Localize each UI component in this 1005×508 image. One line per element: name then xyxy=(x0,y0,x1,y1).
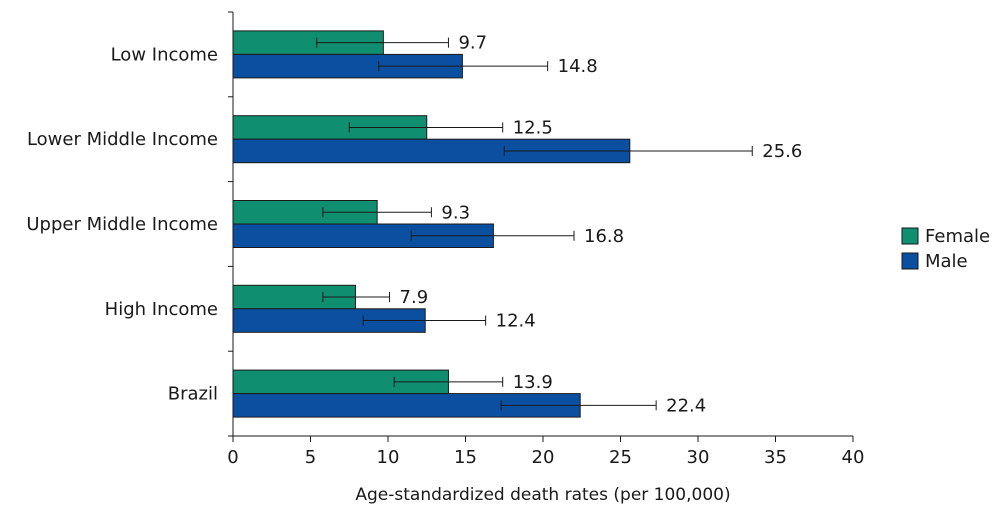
x-tick-label-6: 30 xyxy=(687,447,710,468)
category-label-0: Low Income xyxy=(111,44,218,65)
legend-swatch-male xyxy=(901,252,919,270)
x-tick-label-8: 40 xyxy=(842,447,865,468)
x-tick-label-3: 15 xyxy=(454,447,477,468)
x-tick-label-0: 0 xyxy=(227,447,238,468)
bars-layer xyxy=(232,30,631,418)
x-tick-label-2: 10 xyxy=(377,447,400,468)
legend: Female Male xyxy=(901,226,990,272)
value-label-female-3: 7.9 xyxy=(400,287,429,308)
value-label-male-2: 16.8 xyxy=(584,226,624,247)
x-tick-label-5: 25 xyxy=(609,447,632,468)
category-label-1: Lower Middle Income xyxy=(27,129,218,150)
x-axis-title: Age-standardized death rates (per 100,00… xyxy=(355,485,730,505)
value-label-female-2: 9.3 xyxy=(441,202,470,223)
axes-layer: Low Income Lower Middle Income Upper Middl… xyxy=(26,11,865,468)
x-tick-label-1: 5 xyxy=(305,447,316,468)
value-label-female-4: 13.9 xyxy=(513,372,553,393)
value-labels-layer: 9.7 14.8 12.5 25.6 9.3 16.8 7.9 12.4 13.9 22.4 xyxy=(400,33,803,417)
category-label-4: Brazil xyxy=(168,384,218,405)
value-label-male-1: 25.6 xyxy=(762,141,802,162)
value-label-male-0: 14.8 xyxy=(558,56,598,77)
category-label-2: Upper Middle Income xyxy=(26,214,218,235)
legend-swatch-female xyxy=(901,227,919,245)
value-label-female-0: 9.7 xyxy=(458,33,487,54)
error-bars-layer xyxy=(316,37,753,411)
legend-label-male: Male xyxy=(925,251,968,272)
value-label-female-1: 12.5 xyxy=(513,117,553,138)
legend-label-female: Female xyxy=(925,226,990,247)
category-label-3: High Income xyxy=(105,299,218,320)
x-tick-label-7: 35 xyxy=(764,447,787,468)
value-label-male-4: 22.4 xyxy=(666,395,706,416)
x-tick-label-4: 20 xyxy=(532,447,555,468)
value-label-male-3: 12.4 xyxy=(496,311,536,332)
